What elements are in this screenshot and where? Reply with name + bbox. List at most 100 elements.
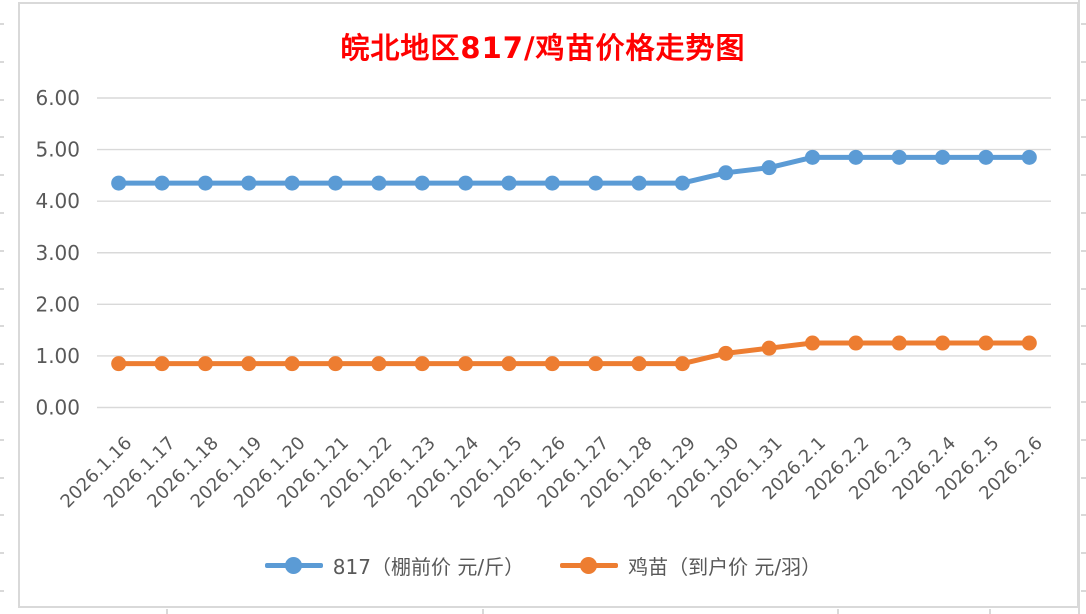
cell-gridline-tick bbox=[1081, 249, 1086, 252]
data-point bbox=[154, 175, 170, 191]
cell-gridline-tick bbox=[0, 174, 4, 177]
series-line-0 bbox=[118, 154, 1030, 186]
cell-gridline-tick bbox=[1081, 514, 1086, 517]
legend-item-817: 817（棚前价 元/斤） bbox=[264, 551, 525, 580]
cell-gridline-tick bbox=[0, 552, 4, 555]
data-point bbox=[978, 149, 994, 165]
data-point bbox=[241, 175, 257, 191]
data-point bbox=[674, 356, 690, 372]
cell-gridline-tick bbox=[0, 514, 4, 517]
cell-gridline-tick bbox=[1081, 174, 1086, 177]
legend-line-marker-icon bbox=[560, 557, 619, 574]
cell-gridline-tick bbox=[0, 136, 4, 139]
data-point bbox=[154, 356, 170, 372]
data-point bbox=[371, 356, 387, 372]
legend-line-marker-icon bbox=[264, 557, 323, 574]
y-axis-tick-label: 2.00 bbox=[35, 292, 80, 316]
data-point bbox=[935, 335, 951, 351]
data-point bbox=[805, 149, 820, 165]
data-point bbox=[631, 356, 647, 372]
cell-gridline-tick bbox=[1081, 98, 1086, 101]
cell-gridline-tick bbox=[837, 609, 839, 614]
cell-gridline-tick bbox=[0, 325, 4, 328]
cell-gridline-tick bbox=[1081, 476, 1086, 479]
cell-gridline-tick bbox=[1081, 212, 1086, 214]
cell-gridline-tick bbox=[1078, 0, 1080, 614]
y-axis-tick-label: 4.00 bbox=[35, 189, 80, 213]
series-line-1 bbox=[118, 340, 1030, 367]
cell-gridline-tick bbox=[1081, 60, 1086, 63]
data-point bbox=[761, 340, 777, 356]
cell-gridline-tick bbox=[0, 287, 4, 290]
data-point bbox=[1021, 335, 1037, 351]
cell-gridline-tick bbox=[1081, 23, 1086, 25]
data-point bbox=[978, 335, 994, 351]
y-axis-tick-label: 5.00 bbox=[35, 138, 80, 162]
data-point bbox=[414, 356, 430, 372]
cell-gridline-tick bbox=[0, 401, 4, 403]
y-axis-tick-label: 0.00 bbox=[35, 396, 80, 420]
cell-gridline-tick bbox=[166, 609, 168, 614]
data-point bbox=[284, 175, 300, 191]
data-point bbox=[328, 175, 343, 191]
data-point bbox=[805, 335, 820, 351]
cell-gridline-tick bbox=[0, 249, 4, 252]
cell-gridline-tick bbox=[0, 438, 4, 441]
data-point bbox=[328, 356, 343, 372]
legend-item-jimiao: 鸡苗（到户价 元/羽） bbox=[560, 551, 821, 580]
data-point bbox=[458, 356, 474, 372]
data-point bbox=[631, 175, 647, 191]
data-point bbox=[848, 149, 864, 165]
cell-gridline-tick bbox=[0, 590, 4, 592]
cell-gridline-tick bbox=[1081, 401, 1086, 403]
data-point bbox=[718, 345, 734, 361]
chart-title: 皖北地区817/鸡苗价格走势图 bbox=[340, 31, 746, 65]
chart-legend: 817（棚前价 元/斤） 鸡苗（到户价 元/羽） bbox=[0, 551, 1086, 580]
y-axis-tick-label: 1.00 bbox=[35, 344, 80, 368]
data-point bbox=[371, 175, 387, 191]
cell-gridline-tick bbox=[482, 609, 484, 614]
cell-gridline-tick bbox=[0, 363, 4, 366]
data-point bbox=[674, 175, 690, 191]
data-point bbox=[197, 356, 213, 372]
data-point bbox=[544, 175, 560, 191]
cell-gridline-tick bbox=[1081, 590, 1086, 592]
cell-gridline-tick bbox=[0, 212, 4, 214]
data-point bbox=[111, 175, 127, 191]
data-point bbox=[891, 335, 907, 351]
cell-gridline-tick bbox=[1081, 325, 1086, 328]
data-point bbox=[197, 175, 213, 191]
data-point bbox=[891, 149, 907, 165]
legend-label-817: 817（棚前价 元/斤） bbox=[332, 555, 525, 579]
cell-gridline-tick bbox=[0, 98, 4, 101]
data-point bbox=[718, 165, 734, 181]
data-point bbox=[544, 356, 560, 372]
cell-gridline-tick bbox=[0, 60, 4, 63]
cell-gridline-tick bbox=[989, 609, 991, 614]
data-point bbox=[588, 356, 604, 372]
cell-gridline-tick bbox=[1081, 363, 1086, 366]
data-point bbox=[284, 356, 300, 372]
data-point bbox=[761, 160, 777, 176]
data-point bbox=[588, 175, 604, 191]
data-point bbox=[241, 356, 257, 372]
data-point bbox=[414, 175, 430, 191]
legend-label-jimiao: 鸡苗（到户价 元/羽） bbox=[628, 555, 822, 579]
cell-gridline-tick bbox=[1081, 438, 1086, 441]
data-point bbox=[1021, 149, 1037, 165]
data-point bbox=[935, 149, 951, 165]
data-point bbox=[848, 335, 864, 351]
y-axis-tick-label: 6.00 bbox=[35, 86, 80, 110]
cell-gridline-tick bbox=[1081, 136, 1086, 139]
cell-gridline-tick bbox=[1081, 552, 1086, 555]
cell-gridline-tick bbox=[0, 23, 4, 25]
data-point bbox=[501, 175, 517, 191]
data-point bbox=[501, 356, 517, 372]
y-axis-tick-label: 3.00 bbox=[35, 241, 80, 265]
data-point bbox=[111, 356, 127, 372]
cell-gridline-tick bbox=[1081, 287, 1086, 290]
cell-gridline-tick bbox=[0, 476, 4, 479]
data-point bbox=[458, 175, 474, 191]
